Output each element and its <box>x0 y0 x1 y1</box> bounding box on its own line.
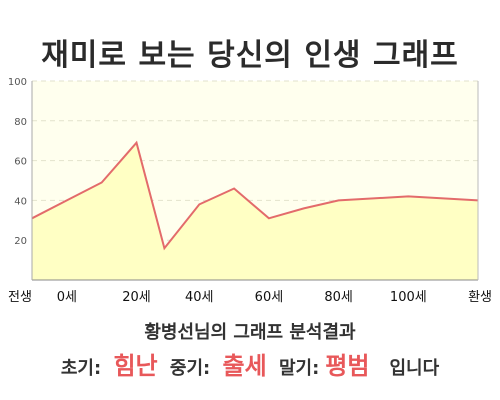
y-tick-label: 60 <box>14 157 27 168</box>
y-axis-ticks: 100 80 60 40 20 <box>8 77 27 247</box>
late-value: 평범 <box>325 352 370 380</box>
x-tick-label: 40세 <box>185 290 214 305</box>
x-axis-ticks: 전생 0세 20세 40세 60세 80세 100세 환생 <box>8 290 492 305</box>
analysis-title: 황병선님의 그래프 분석결과 <box>144 322 356 343</box>
early-value: 힘난 <box>113 352 158 380</box>
x-tick-label: 60세 <box>255 290 284 305</box>
middle-value: 출세 <box>222 352 267 380</box>
y-tick-label: 20 <box>14 236 27 247</box>
x-tick-label: 환생 <box>468 290 492 305</box>
y-tick-label: 80 <box>14 117 27 128</box>
analysis-result: 초기: 힘난 중기: 출세 말기: 평범 입니다 <box>0 346 500 381</box>
life-line <box>31 140 479 251</box>
late-label: 말기: <box>278 358 320 379</box>
y-tick-label: 40 <box>14 196 27 207</box>
early-label: 초기: <box>60 358 102 379</box>
x-tick-label: 100세 <box>390 290 427 305</box>
x-tick-label: 전생 <box>8 290 32 305</box>
x-tick-label: 20세 <box>122 290 151 305</box>
result-suffix: 입니다 <box>389 358 440 379</box>
middle-label: 중기: <box>169 358 211 379</box>
x-tick-label: 80세 <box>324 290 353 305</box>
chart-title: 재미로 보는 당신의 인생 그래프 <box>41 38 459 73</box>
y-tick-label: 100 <box>8 77 27 88</box>
life-area-fill <box>32 142 478 280</box>
x-tick-label: 0세 <box>57 290 77 305</box>
